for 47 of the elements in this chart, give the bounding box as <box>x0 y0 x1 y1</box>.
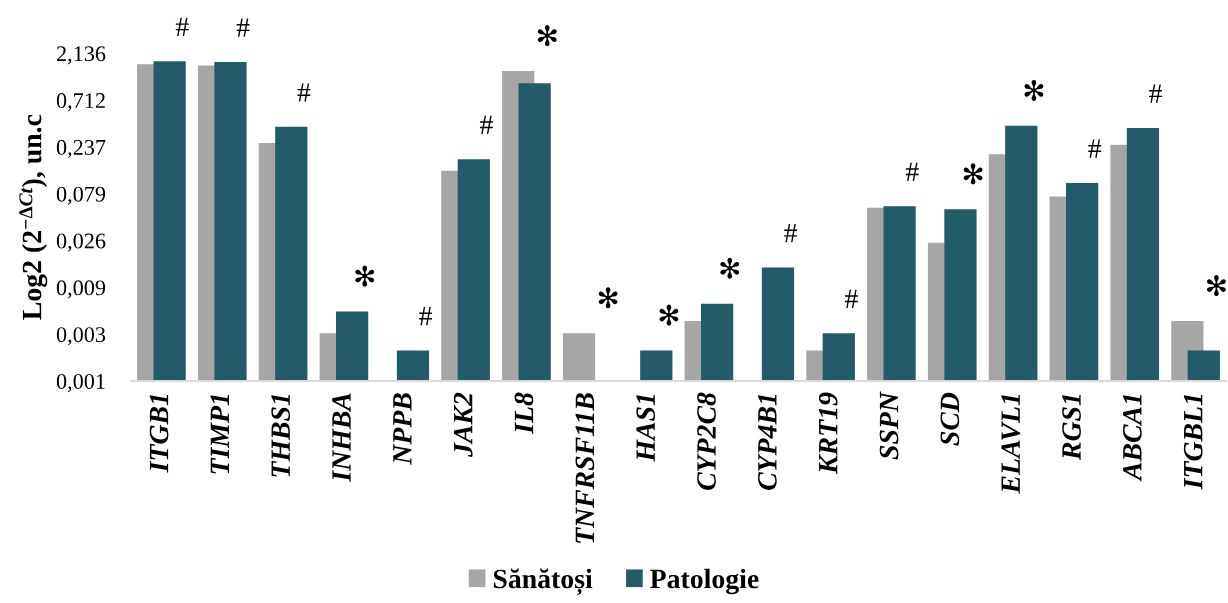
y-axis-title: Log2 (2$^{−ΔCt}$), un.c <box>19 114 48 320</box>
x-tick-label: JAK2 <box>453 392 473 457</box>
annotation: ✻ <box>963 163 983 185</box>
x-tick-label: ITGBL1 <box>1183 394 1203 490</box>
x-tick-label: TNFRSF11B <box>575 393 595 543</box>
annotation: # <box>844 289 858 308</box>
x-tick-label: THBS1 <box>271 394 291 477</box>
x-tick-label: SCD <box>940 392 960 446</box>
y-tick-label: 0,079 <box>56 186 106 205</box>
x-tick-label: ABCA1 <box>1123 394 1142 482</box>
y-tick-label: 2,136 <box>56 46 106 65</box>
annotation: ✻ <box>659 304 679 326</box>
x-tick-label: NPPB <box>393 393 412 465</box>
annotation: # <box>297 83 311 102</box>
annotation: ✻ <box>598 287 618 309</box>
x-tick-label: RGS1 <box>1062 394 1081 461</box>
annotation: # <box>1088 139 1102 158</box>
x-tick-label: SSPN <box>879 391 899 460</box>
x-tick-label: KRT19 <box>818 392 838 475</box>
y-tick-label: 0,712 <box>56 93 105 112</box>
x-tick-label: INHBA <box>332 393 351 482</box>
annotation: ✻ <box>537 25 557 47</box>
x-tick-label: ELAVL1 <box>1001 394 1021 494</box>
annotation: ✻ <box>1207 275 1226 297</box>
annotation: ✻ <box>1024 79 1044 101</box>
annotation: # <box>1149 84 1163 103</box>
annotation: ✻ <box>720 257 740 279</box>
legend-label: Sănătoși <box>493 568 593 596</box>
annotation: # <box>784 224 798 243</box>
y-tick-label: 0,237 <box>56 139 106 159</box>
annotation: # <box>419 307 433 326</box>
x-tick-label: CYP4B1 <box>758 394 777 490</box>
y-tick-label: 0,009 <box>56 280 106 299</box>
annotation: # <box>479 115 493 134</box>
annotation: # <box>905 162 919 181</box>
x-tick-label: CYP2C8 <box>697 392 716 490</box>
x-tick-label: TIMP1 <box>210 394 229 474</box>
annotation: # <box>236 18 250 37</box>
x-tick-label: IL8 <box>514 392 534 435</box>
y-tick-label: 0,001 <box>56 373 105 393</box>
annotation: # <box>175 17 189 37</box>
y-tick-label: 0,026 <box>56 233 106 252</box>
legend-label: Patologie <box>650 568 759 595</box>
annotation: ✻ <box>355 265 375 287</box>
x-tick-label: ITGB1 <box>149 394 169 473</box>
x-tick-label: HAS1 <box>636 394 656 462</box>
y-tick-label: 0,003 <box>56 327 106 346</box>
